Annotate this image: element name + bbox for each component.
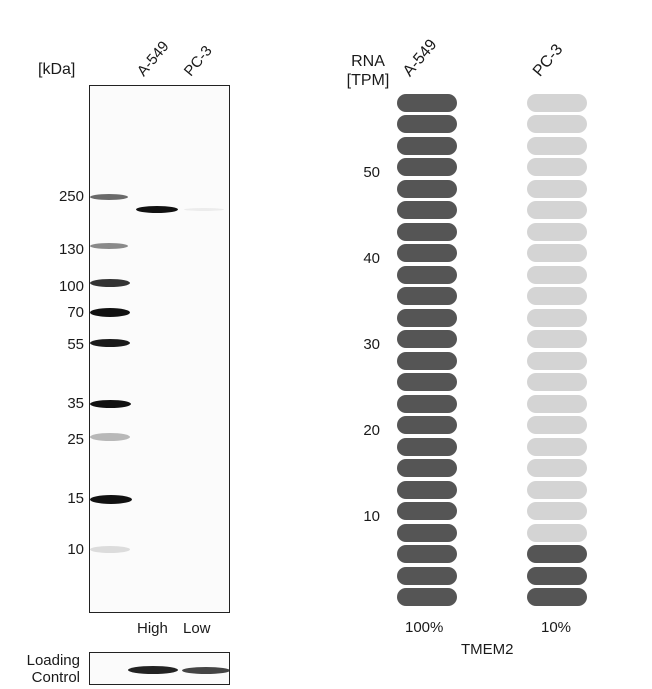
ladder-band-250: [90, 194, 128, 200]
loading-control-line1: Loading: [26, 652, 80, 669]
rna-axis-line2: [TPM]: [346, 72, 390, 89]
rna-segment-pc3-1: [527, 588, 587, 606]
rna-segment-pc3-24: [527, 93, 587, 112]
rna-segment-a549-13: [397, 330, 457, 348]
loading-control-image: [89, 652, 230, 685]
gene-name: TMEM2: [461, 641, 514, 658]
ladder-band-70: [90, 308, 130, 317]
kda-unit-label: [kDa]: [38, 61, 76, 78]
rna-segment-a549-20: [397, 179, 457, 198]
rna-segment-a549-10: [397, 394, 457, 413]
loading-control-line2: Control: [31, 669, 80, 686]
rna-segment-pc3-2: [527, 566, 587, 585]
rna-label-pc3: PC-3: [529, 41, 567, 80]
rna-segment-pc3-15: [527, 287, 587, 305]
ladder-band-25: [90, 433, 130, 441]
rna-ytick-40: 40: [363, 250, 380, 267]
rna-value-a549: 100%: [405, 619, 444, 636]
rna-segment-a549-7: [397, 459, 457, 477]
rna-segment-pc3-12: [527, 351, 587, 370]
rna-segment-pc3-4: [527, 523, 587, 542]
rna-segment-a549-23: [397, 115, 457, 133]
rna-segment-pc3-8: [527, 437, 587, 456]
marker-130: 130: [58, 241, 84, 258]
rna-segment-a549-8: [397, 437, 457, 456]
rna-segment-pc3-21: [527, 158, 587, 176]
marker-250: 250: [58, 188, 84, 205]
rna-ytick-50: 50: [363, 164, 380, 181]
rna-segment-pc3-17: [527, 244, 587, 262]
rna-segment-pc3-23: [527, 115, 587, 133]
sample-band-a549: [136, 206, 178, 213]
marker-10: 10: [67, 541, 84, 558]
rna-segment-a549-18: [397, 222, 457, 241]
rna-segment-pc3-3: [527, 545, 587, 563]
rna-segment-pc3-9: [527, 416, 587, 434]
rna-segment-a549-15: [397, 287, 457, 305]
sample-band-pc3: [184, 208, 224, 211]
rna-segment-a549-24: [397, 93, 457, 112]
marker-35: 35: [67, 395, 84, 412]
rna-label-a549: A-549: [399, 36, 441, 80]
rna-segment-pc3-20: [527, 179, 587, 198]
western-blot-image: [89, 85, 230, 613]
lane-level-high: High: [137, 620, 168, 637]
rna-segment-a549-21: [397, 158, 457, 176]
rna-segment-pc3-18: [527, 222, 587, 241]
rna-axis-line1: RNA: [351, 53, 385, 70]
rna-value-pc3: 10%: [541, 619, 572, 636]
ladder-band-35: [90, 400, 131, 408]
rna-segment-pc3-22: [527, 136, 587, 155]
rna-segment-a549-14: [397, 308, 457, 327]
rna-segment-pc3-19: [527, 201, 587, 219]
rna-segment-pc3-6: [527, 480, 587, 499]
rna-segment-pc3-10: [527, 394, 587, 413]
rna-segment-a549-11: [397, 373, 457, 391]
rna-segment-a549-6: [397, 480, 457, 499]
rna-segment-a549-2: [397, 566, 457, 585]
rna-segment-a549-4: [397, 523, 457, 542]
rna-ytick-10: 10: [363, 508, 380, 525]
ladder-band-130: [90, 243, 128, 249]
rna-segment-pc3-11: [527, 373, 587, 391]
loading-control-label: Loading Control: [16, 652, 80, 686]
rna-segment-pc3-14: [527, 308, 587, 327]
ladder-band-15: [90, 495, 132, 504]
rna-segment-pc3-13: [527, 330, 587, 348]
rna-segment-a549-19: [397, 201, 457, 219]
marker-100: 100: [58, 278, 84, 295]
marker-70: 70: [67, 304, 84, 321]
rna-segment-pc3-5: [527, 502, 587, 520]
rna-segment-a549-22: [397, 136, 457, 155]
loading-band-a549: [128, 666, 178, 674]
rna-segment-a549-5: [397, 502, 457, 520]
marker-15: 15: [67, 490, 84, 507]
rna-ytick-20: 20: [363, 422, 380, 439]
loading-band-pc3: [182, 667, 229, 674]
rna-axis-label: RNA [TPM]: [340, 52, 396, 90]
rna-segment-a549-16: [397, 265, 457, 284]
marker-25: 25: [67, 431, 84, 448]
rna-segment-pc3-7: [527, 459, 587, 477]
rna-segment-a549-3: [397, 545, 457, 563]
ladder-band-10: [90, 546, 130, 553]
rna-segment-a549-1: [397, 588, 457, 606]
lane-level-low: Low: [183, 620, 211, 637]
lane-label-a549: A-549: [133, 38, 173, 80]
rna-segment-a549-12: [397, 351, 457, 370]
ladder-band-55: [90, 339, 130, 347]
rna-ytick-30: 30: [363, 336, 380, 353]
marker-55: 55: [67, 336, 84, 353]
rna-segment-pc3-16: [527, 265, 587, 284]
lane-label-pc3: PC-3: [180, 42, 216, 80]
rna-segment-a549-17: [397, 244, 457, 262]
ladder-band-100: [90, 279, 130, 287]
rna-segment-a549-9: [397, 416, 457, 434]
